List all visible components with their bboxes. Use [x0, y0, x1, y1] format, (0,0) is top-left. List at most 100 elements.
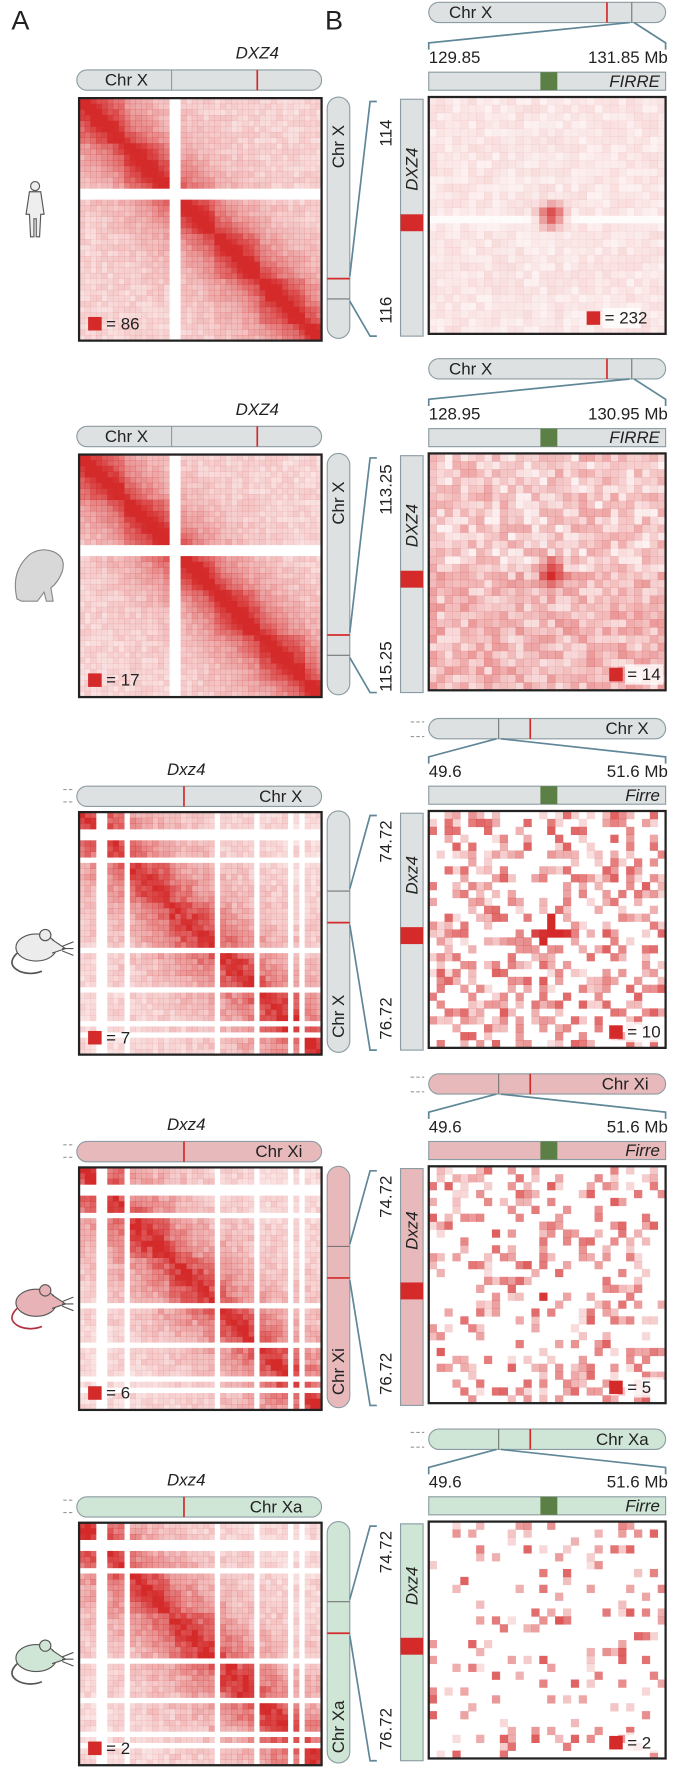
heatmap-cell [579, 524, 587, 532]
heatmap-cell [310, 573, 316, 579]
heatmap-cell [276, 652, 282, 658]
heatmap-cell [293, 562, 299, 568]
heatmap-cell [260, 307, 266, 313]
heatmap-cell [587, 97, 595, 105]
heatmap-cell [203, 290, 209, 296]
heatmap-cell [508, 279, 516, 287]
heatmap-cell [579, 603, 587, 611]
heatmap-cell [610, 223, 618, 231]
heatmap-cell [237, 250, 243, 256]
heatmap-cell [214, 584, 220, 590]
heatmap-cell [254, 612, 260, 618]
heatmap-cell [102, 262, 108, 268]
heatmap-cell [547, 144, 555, 152]
heatmap-cell [147, 590, 153, 596]
heatmap-cell [288, 250, 294, 256]
heatmap-cell [226, 511, 232, 517]
heatmap-cell [293, 641, 299, 647]
heatmap-cell [547, 564, 555, 572]
heatmap-cell [618, 97, 626, 105]
heatmap-cell [288, 256, 294, 262]
heatmap-cell [310, 590, 316, 596]
heatmap-cell [579, 223, 587, 231]
heatmap-cell [90, 284, 96, 290]
heatmap-cell [102, 522, 108, 528]
heatmap-cell [220, 477, 226, 483]
heatmap-cell [626, 113, 634, 121]
heatmap-cell [299, 329, 305, 335]
heatmap-cell [90, 652, 96, 658]
heatmap-cell [429, 596, 437, 604]
heatmap-cell [141, 301, 147, 307]
heatmap-cell [539, 231, 547, 239]
heatmap-cell [310, 262, 316, 268]
heatmap-cell [610, 184, 618, 192]
heatmap-cell [539, 223, 547, 231]
heatmap-cell [293, 228, 299, 234]
heatmap-cell [445, 144, 453, 152]
heatmap-cell [282, 262, 288, 268]
heatmap-cell [209, 618, 215, 624]
heatmap-cell [468, 611, 476, 619]
heatmap-cell [130, 245, 136, 251]
heatmap-cell [531, 532, 539, 540]
heatmap-cell [90, 556, 96, 562]
heatmap-cell [220, 279, 226, 285]
heatmap-cell [310, 624, 316, 630]
heatmap-cell [231, 233, 237, 239]
heatmap-cell [618, 129, 626, 137]
heatmap-cell [85, 511, 91, 517]
heatmap-cell [102, 528, 108, 534]
heatmap-cell [102, 166, 108, 172]
heatmap-cell [293, 267, 299, 273]
heatmap-cell [310, 466, 316, 472]
heatmap-cell [181, 250, 187, 256]
heatmap-cell [152, 143, 158, 149]
heatmap-cell [429, 105, 437, 113]
heatmap-cell [452, 485, 460, 493]
heatmap-cell [437, 168, 445, 176]
heatmap-cell [282, 528, 288, 534]
heatmap-cell [209, 596, 215, 602]
heatmap-cell [96, 517, 102, 523]
heatmap-cell [271, 324, 277, 330]
heatmap-cell [254, 160, 260, 166]
heatmap-cell [107, 155, 113, 161]
heatmap-cell [452, 310, 460, 318]
heatmap-cell [237, 177, 243, 183]
heatmap-cell [220, 511, 226, 517]
heatmap-cell [468, 517, 476, 525]
heatmap-cell [437, 294, 445, 302]
heatmap-cell [523, 239, 531, 247]
heatmap-cell [587, 540, 595, 548]
heatmap-cell [147, 312, 153, 318]
heatmap-cell [476, 144, 484, 152]
heatmap-cell [282, 562, 288, 568]
heatmap-cell [141, 166, 147, 172]
heatmap-cell [220, 284, 226, 290]
heatmap-cell [587, 184, 595, 192]
heatmap-cell [237, 601, 243, 607]
heatmap-cell [85, 596, 91, 602]
chromosome-label: Chr X [329, 481, 348, 524]
heatmap-cell [271, 517, 277, 523]
heatmap-cell [130, 624, 136, 630]
heatmap-cell [260, 205, 266, 211]
heatmap-cell [587, 208, 595, 216]
heatmap-cell [618, 493, 626, 501]
heatmap-cell [271, 233, 277, 239]
heatmap-cell [220, 155, 226, 161]
heatmap-cell [152, 126, 158, 132]
heatmap-cell [164, 121, 170, 127]
heatmap-cell [523, 611, 531, 619]
heatmap-cell [254, 641, 260, 647]
heatmap-cell [198, 579, 204, 585]
heatmap-cell [119, 262, 125, 268]
heatmap-cell [595, 208, 603, 216]
heatmap-cell [299, 166, 305, 172]
heatmap-cell [484, 548, 492, 556]
heatmap-cell [181, 607, 187, 613]
heatmap-cell [437, 286, 445, 294]
heatmap-cell [492, 223, 500, 231]
heatmap [429, 97, 666, 334]
